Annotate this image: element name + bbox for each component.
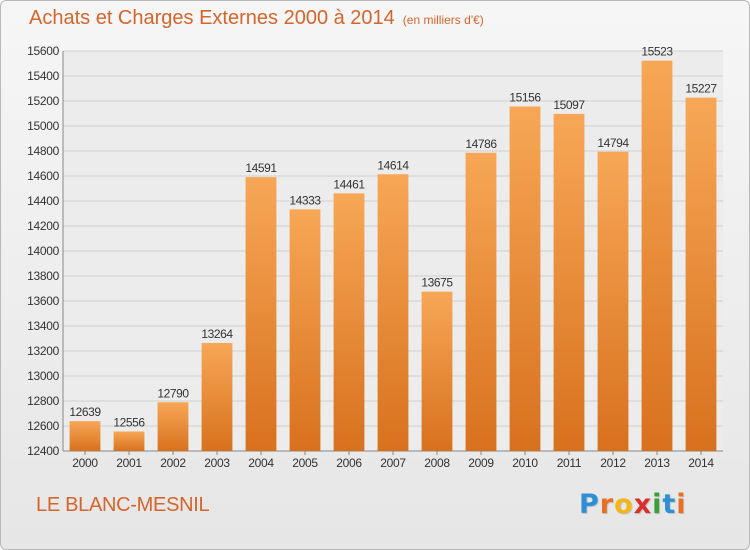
bar (685, 97, 717, 451)
x-tick-label: 2001 (116, 456, 142, 470)
data-label: 14461 (333, 177, 365, 191)
bar (421, 291, 453, 451)
x-tick-label: 2007 (380, 456, 406, 470)
location-label: LE BLANC-MESNIL (36, 494, 210, 516)
data-label: 15156 (509, 91, 541, 105)
y-tick-label: 14000 (27, 244, 59, 258)
logo-letter: t (662, 489, 677, 520)
y-tick-label: 13200 (27, 344, 59, 358)
data-label: 14786 (465, 137, 497, 151)
y-tick-label: 13000 (27, 369, 59, 383)
bar (157, 402, 189, 451)
data-label: 14794 (597, 136, 629, 150)
x-tick-label: 2009 (468, 456, 494, 470)
x-tick-label: 2014 (688, 456, 714, 470)
x-tick-label: 2000 (72, 456, 98, 470)
logo-letter: i (676, 489, 687, 520)
y-tick-label: 13600 (27, 294, 59, 308)
x-tick-label: 2008 (424, 456, 450, 470)
y-tick-label: 14600 (27, 169, 59, 183)
data-label: 12556 (113, 416, 145, 430)
x-tick-label: 2002 (160, 456, 186, 470)
data-label: 13264 (201, 327, 233, 341)
x-tick-label: 2005 (292, 456, 318, 470)
data-label: 14333 (289, 193, 321, 207)
bar (641, 60, 673, 451)
x-tick-label: 2013 (644, 456, 670, 470)
bar (597, 151, 629, 451)
y-tick-label: 12600 (27, 419, 59, 433)
bar (509, 106, 541, 451)
data-label: 15227 (685, 82, 717, 96)
data-label: 12639 (69, 405, 101, 419)
chart-title: Achats et Charges Externes 2000 à 2014 (e… (29, 7, 484, 30)
y-tick-label: 14200 (27, 219, 59, 233)
logo-letter: x (633, 489, 653, 520)
title-text: Achats et Charges Externes 2000 à 2014 (29, 7, 395, 29)
bar (333, 193, 365, 451)
y-tick-label: 15600 (27, 44, 59, 58)
data-label: 15097 (553, 98, 585, 112)
bar (69, 421, 101, 451)
x-tick-label: 2010 (512, 456, 538, 470)
bar (553, 113, 585, 451)
y-tick-label: 13800 (27, 269, 59, 283)
bar (465, 152, 497, 451)
y-tick-label: 14800 (27, 144, 59, 158)
logo-letter: i (652, 489, 663, 520)
data-label: 13675 (421, 276, 453, 290)
x-tick-label: 2006 (336, 456, 362, 470)
bar (377, 174, 409, 451)
x-tick-label: 2004 (248, 456, 274, 470)
data-label: 14614 (377, 158, 409, 172)
logo-letter: r (599, 489, 615, 520)
y-tick-label: 15400 (27, 69, 59, 83)
y-tick-label: 12800 (27, 394, 59, 408)
unit-note: (en milliers d'€) (402, 13, 484, 27)
proxiti-logo: Proxiti (579, 489, 687, 520)
data-label: 12790 (157, 386, 189, 400)
x-tick-label: 2011 (557, 456, 582, 470)
y-tick-label: 14400 (27, 194, 59, 208)
y-tick-label: 13400 (27, 319, 59, 333)
bar (245, 177, 277, 451)
data-label: 14591 (245, 161, 277, 175)
y-tick-label: 12400 (27, 444, 59, 458)
bar (289, 209, 321, 451)
logo-letter: o (614, 489, 634, 520)
x-tick-label: 2012 (600, 456, 626, 470)
y-tick-label: 15000 (27, 119, 59, 133)
bar (113, 431, 145, 451)
data-label: 15523 (641, 45, 673, 59)
x-tick-label: 2003 (204, 456, 230, 470)
logo-letter: P (579, 489, 600, 520)
bar (201, 343, 233, 451)
y-tick-label: 15200 (27, 94, 59, 108)
